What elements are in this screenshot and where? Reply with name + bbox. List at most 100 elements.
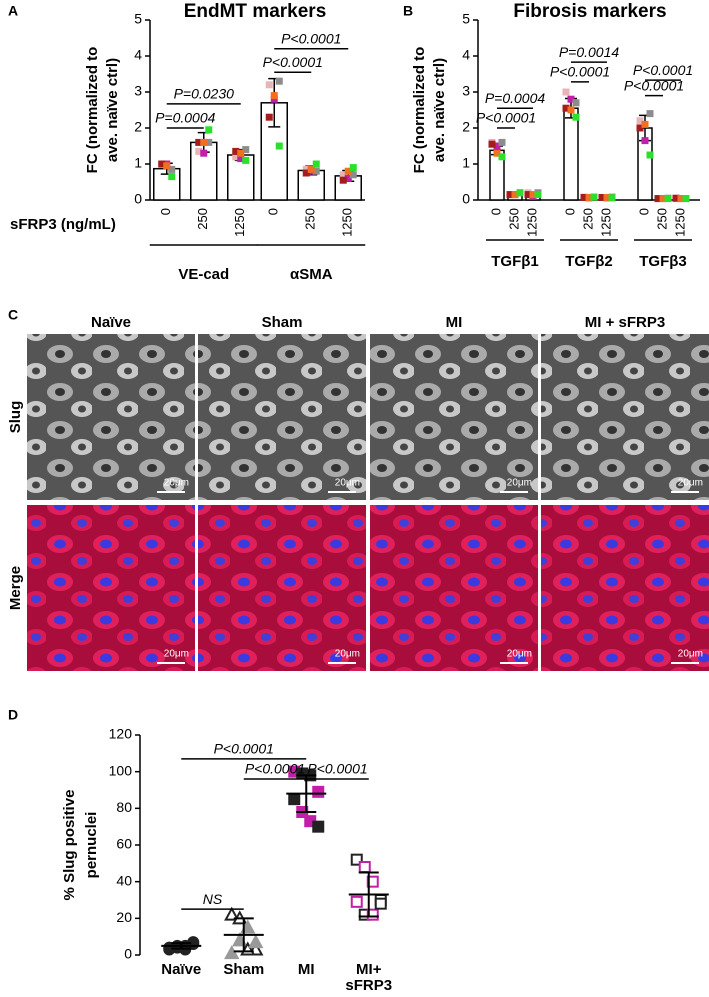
data-point [339,176,347,184]
chart-title: Fibrosis markers [513,1,666,22]
panel-letter: D [8,707,18,723]
y-axis-label: ave. naïve ctrl) [104,58,121,162]
y-tick-label: 4 [462,47,470,63]
data-point [232,147,240,155]
data-point [562,104,570,112]
micrograph [198,505,366,671]
y-tick-label: 5 [134,11,142,27]
group-label: TGFβ1 [491,253,539,270]
data-point [646,110,654,118]
x-tick-label: 1250 [598,208,613,237]
x-tick-label: MI+ sFRP3 [345,961,393,994]
data-point [493,149,501,157]
data-point [567,95,575,103]
group-label: VE-cad [178,266,229,283]
data-point [312,167,320,175]
data-point [205,138,213,146]
micrograph [370,505,538,671]
y-tick-label: 0 [462,191,470,207]
x-tick-label: 250 [303,208,318,230]
data-point [237,155,245,163]
error-bar [233,917,254,953]
y-tick-label: 2 [462,119,470,135]
micrograph [27,505,195,671]
data-point [524,191,532,199]
data-point [270,92,278,100]
data-point [195,138,203,146]
data-point [168,173,176,181]
data-point [224,945,240,960]
y-axis-label: ave. naïve ctrl) [431,58,448,162]
data-point [572,99,580,107]
micrograph [198,334,366,500]
row-label: Slug [7,401,24,434]
data-point [672,194,680,202]
data-point [682,195,690,203]
data-point [344,167,352,175]
scale-label: 20μm [507,649,532,660]
error-bar [296,774,317,813]
data-point [567,106,575,114]
significance-label: P<0.0001 [245,761,305,777]
data-point [275,77,283,85]
data-point [349,171,357,179]
y-tick-label: 3 [134,83,142,99]
data-point [288,793,301,806]
data-point [163,162,171,170]
y-axis-label: pernuclei [83,812,100,879]
x-tick-label: 250 [580,208,595,230]
data-point [339,171,347,179]
significance-label: P<0.0001 [263,54,323,70]
x-tick-label: 1250 [340,208,355,237]
data-point [374,897,387,910]
y-tick-label: 100 [109,762,133,778]
scale-label: 20μm [335,649,360,660]
data-point [265,81,273,89]
data-point [302,169,310,177]
data-point [242,146,250,154]
data-point [562,88,570,96]
data-point [158,160,166,168]
data-point [636,117,644,125]
data-point [580,193,588,201]
significance-label: P<0.0001 [624,77,684,93]
x-tick-label: MI [297,961,315,978]
data-point [358,861,371,873]
significance-label: P=0.0014 [559,44,620,60]
significance-label: P<0.0001 [550,64,610,80]
x-tick-label: 250 [195,208,210,230]
significance-label: P=0.0004 [155,110,216,126]
data-point [488,140,496,148]
significance-label: P<0.0001 [633,62,693,78]
significance-label: P<0.0001 [214,741,274,757]
y-axis-label: % Slug positive [61,790,78,901]
x-tick-label: 250 [506,208,521,230]
y-tick-label: 3 [462,83,470,99]
bar [190,141,218,201]
x-tick-label: 250 [654,208,669,230]
data-point [498,138,506,146]
x-axis-label: sFRP3 (ng/mL) [10,216,116,233]
y-tick-label: 20 [116,909,132,925]
data-point [312,785,325,798]
y-tick-label: 60 [116,836,132,852]
scale-label: 20μm [507,478,532,489]
x-tick-label: 1250 [672,208,687,237]
y-tick-label: 0 [124,946,132,962]
data-point [344,174,352,182]
data-point [232,153,240,161]
y-tick-label: 4 [134,47,142,63]
data-point [493,142,501,150]
data-point [200,138,208,146]
x-tick-label: 1250 [524,208,539,237]
x-tick-label: Sham [223,961,265,978]
micrograph [541,505,709,671]
y-axis-label: FC (normalized to [84,47,101,174]
bar [227,154,255,201]
data-point [200,149,208,157]
panel-letter: C [8,307,18,323]
micrograph [541,334,709,500]
x-tick-label: 0 [488,208,503,215]
x-tick-label: 0 [266,208,281,215]
